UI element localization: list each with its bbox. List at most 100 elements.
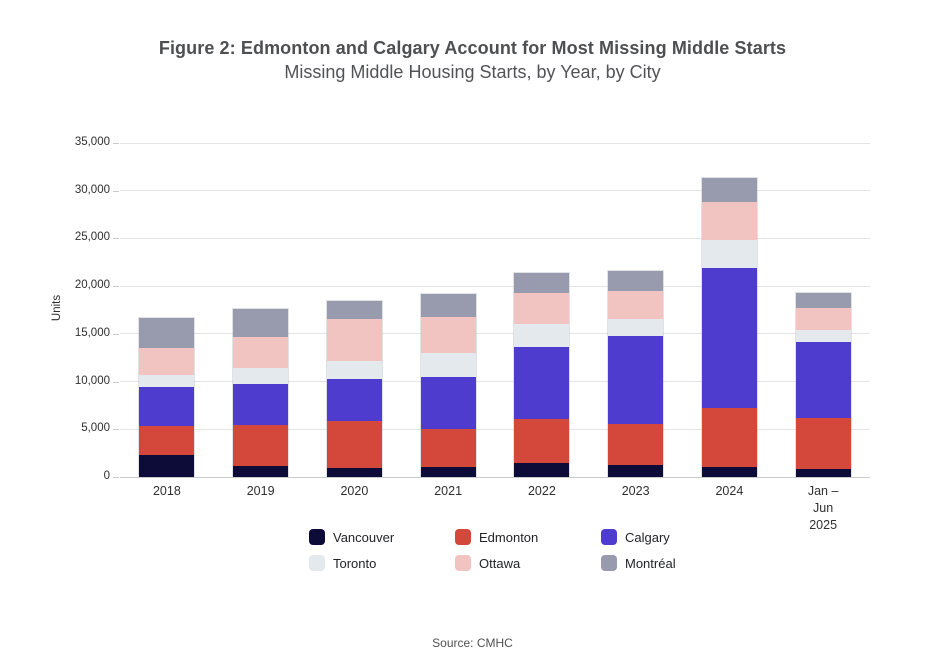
y-tick-label: 20,000 [74, 279, 110, 292]
legend-label: Ottawa [479, 555, 521, 571]
bar-2022 [514, 272, 570, 477]
bar-segment-calgary [514, 347, 570, 419]
bar-segment-vancouver [326, 468, 382, 477]
y-tick-mark [113, 477, 119, 478]
chart-legend: Vancouver Edmonton Calgary Toronto Ottawa Mon… [309, 529, 747, 571]
legend-swatch-edmonton [455, 529, 471, 545]
x-tick-label-2023: 2023 [621, 484, 650, 498]
y-tick-mark [113, 286, 119, 288]
gridline-30000 [120, 190, 870, 192]
y-axis-title: Units [51, 294, 63, 322]
legend-item-ottawa: Ottawa [455, 555, 601, 571]
bar-segment-edmonton [420, 429, 476, 468]
bar-segment-vancouver [608, 464, 664, 477]
bar-2023 [608, 270, 664, 477]
bar-segment-montreal [139, 317, 195, 349]
bar-segment-toronto [701, 240, 757, 269]
x-tick-label-2020: 2020 [340, 484, 369, 498]
bar-segment-edmonton [514, 418, 570, 463]
legend-item-montreal: Montréal [601, 555, 747, 571]
y-tick-label: 5,000 [81, 422, 110, 435]
legend-label: Toronto [333, 555, 377, 571]
legend-label: Vancouver [333, 529, 395, 545]
legend-swatch-toronto [309, 555, 325, 571]
bar-jan-jun-2025 [795, 292, 851, 477]
bar-2024 [701, 178, 757, 477]
bar-segment-toronto [608, 318, 664, 336]
gridline-20000 [120, 285, 870, 287]
legend-item-edmonton: Edmonton [455, 529, 601, 545]
bar-segment-calgary [326, 378, 382, 421]
bar-2021 [420, 293, 476, 477]
x-tick-label-2024: 2024 [715, 484, 744, 498]
bar-segment-montreal [701, 178, 757, 203]
bar-segment-edmonton [233, 425, 289, 466]
gridline-25000 [120, 237, 870, 239]
bar-segment-toronto [326, 360, 382, 379]
bar-segment-ottawa [608, 290, 664, 319]
bar-segment-calgary [233, 383, 289, 426]
bar-segment-montreal [608, 270, 664, 291]
figure-subtitle: Missing Middle Housing Starts, by Year, … [284, 62, 661, 82]
bar-segment-toronto [514, 324, 570, 348]
bar-segment-vancouver [514, 462, 570, 477]
bar-segment-montreal [326, 300, 382, 319]
bar-segment-calgary [420, 376, 476, 430]
bar-segment-toronto [233, 368, 289, 384]
bar-segment-ottawa [795, 308, 851, 331]
x-axis-line [120, 477, 870, 478]
y-tick-mark [113, 190, 119, 192]
legend-item-toronto: Toronto [309, 555, 455, 571]
x-tick-label-2018: 2018 [152, 484, 181, 498]
plot-area [120, 142, 870, 477]
source-note: Source: CMHC [432, 636, 513, 650]
bar-segment-montreal [420, 293, 476, 317]
y-tick-label: 30,000 [74, 183, 110, 196]
y-tick-mark [113, 333, 119, 335]
gridline-15000 [120, 333, 870, 335]
figure-title: Figure 2: Edmonton and Calgary Account f… [158, 38, 787, 58]
y-tick-mark [113, 143, 119, 144]
legend-swatch-montreal [601, 555, 617, 571]
bar-segment-vancouver [420, 467, 476, 477]
y-tick-label: 25,000 [74, 231, 110, 244]
y-tick-mark [113, 381, 119, 383]
legend-label: Edmonton [479, 529, 539, 545]
bar-2018 [139, 317, 195, 477]
bar-segment-edmonton [701, 408, 757, 468]
bar-segment-vancouver [701, 467, 757, 477]
bar-segment-edmonton [139, 426, 195, 456]
bar-segment-ottawa [233, 336, 289, 369]
bar-segment-ottawa [326, 318, 382, 361]
x-tick-label-2022: 2022 [527, 484, 556, 498]
bar-segment-calgary [608, 335, 664, 424]
legend-swatch-calgary [601, 529, 617, 545]
bar-segment-ottawa [701, 202, 757, 241]
bar-segment-edmonton [608, 423, 664, 465]
bar-segment-montreal [795, 292, 851, 309]
bar-segment-edmonton [326, 420, 382, 469]
bar-segment-ottawa [514, 292, 570, 325]
legend-label: Montréal [625, 555, 676, 571]
bar-segment-vancouver [233, 465, 289, 477]
bar-segment-calgary [795, 342, 851, 418]
y-tick-label: 0 [103, 470, 110, 482]
bar-segment-montreal [233, 309, 289, 337]
legend-swatch-vancouver [309, 529, 325, 545]
bar-segment-vancouver [795, 469, 851, 477]
bar-segment-calgary [701, 268, 757, 409]
y-tick-label: 35,000 [74, 136, 110, 148]
y-tick-mark [113, 238, 119, 240]
gridline-5000 [120, 428, 870, 430]
bar-segment-vancouver [139, 455, 195, 477]
bar-segment-toronto [795, 330, 851, 343]
y-tick-label: 15,000 [74, 326, 110, 339]
legend-swatch-ottawa [455, 555, 471, 571]
bar-segment-montreal [514, 272, 570, 293]
y-tick-label: 10,000 [74, 374, 110, 387]
legend-item-vancouver: Vancouver [309, 529, 455, 545]
x-tick-label-jan-jun-2025: Jan – Jun 2025 [807, 484, 839, 532]
bar-segment-toronto [420, 352, 476, 377]
x-tick-label-2019: 2019 [246, 484, 275, 498]
